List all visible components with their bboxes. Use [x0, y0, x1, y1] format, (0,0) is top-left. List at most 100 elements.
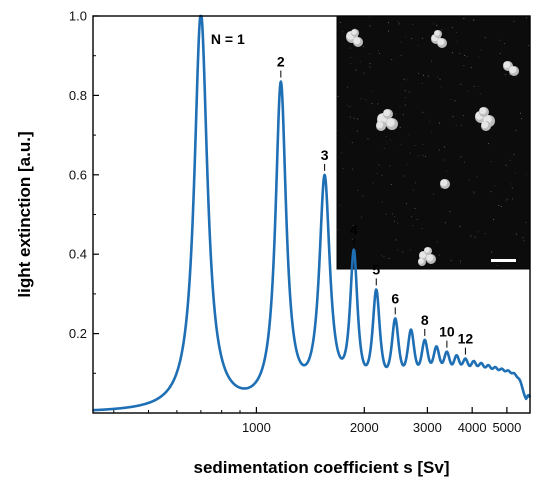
sem-noise [464, 54, 466, 56]
sem-inset [336, 15, 531, 270]
sem-noise [368, 16, 370, 18]
peak-label: 8 [421, 312, 429, 328]
sem-noise [399, 106, 401, 108]
sem-noise [353, 118, 355, 120]
sem-noise [351, 142, 353, 144]
sem-noise [377, 49, 379, 51]
sem-noise [484, 37, 486, 39]
sem-noise [436, 24, 438, 26]
sem-noise [506, 165, 508, 167]
sem-noise [463, 17, 465, 19]
sem-noise [398, 23, 400, 25]
x-tick-label: 3000 [413, 420, 442, 435]
sem-noise [444, 159, 446, 161]
sem-noise [450, 260, 452, 262]
sem-noise [388, 257, 390, 259]
sem-noise [422, 111, 424, 113]
sem-noise [385, 213, 387, 215]
sem-noise [438, 122, 440, 124]
sem-noise [341, 151, 343, 153]
sem-noise [505, 199, 507, 201]
sem-noise [404, 90, 406, 92]
sem-noise [473, 191, 475, 193]
sem-noise [394, 216, 396, 218]
sem-noise [369, 66, 371, 68]
sem-noise [349, 47, 351, 49]
sem-noise [394, 220, 396, 222]
sem-noise [362, 46, 364, 48]
sem-noise [431, 60, 433, 62]
sem-noise [352, 168, 354, 170]
sem-noise [496, 265, 498, 267]
sem-noise [436, 241, 438, 243]
sem-noise [513, 20, 515, 22]
sem-noise [388, 22, 390, 24]
sem-noise [491, 251, 493, 253]
y-tick-label: 0.8 [69, 88, 87, 103]
sem-noise [451, 52, 453, 54]
sem-noise [405, 203, 407, 205]
x-tick-label: 2000 [350, 420, 379, 435]
sem-noise [342, 31, 344, 33]
sem-noise [386, 141, 388, 143]
sem-noise [494, 185, 496, 187]
sem-noise [422, 37, 424, 39]
sem-noise [362, 195, 364, 197]
sem-noise [406, 164, 408, 166]
sem-noise [425, 155, 427, 157]
peak-label: 5 [372, 261, 380, 277]
sem-noise [479, 93, 481, 95]
sem-noise [422, 155, 424, 157]
sem-noise [395, 113, 397, 115]
sem-noise [449, 211, 451, 213]
peak-labels: N = 1 2 3 4 56 8 10 12 [211, 31, 473, 355]
sem-noise [403, 175, 405, 177]
sem-noise [412, 24, 414, 26]
sem-noise [337, 228, 339, 230]
sem-noise [383, 256, 385, 258]
sem-noise [522, 237, 524, 239]
sem-noise [525, 17, 527, 19]
sem-noise [417, 45, 419, 47]
sem-noise [403, 78, 405, 80]
sem-noise [412, 225, 414, 227]
sem-noise [372, 90, 374, 92]
sem-noise [499, 52, 501, 54]
sem-noise [399, 126, 401, 128]
sem-noise [397, 222, 399, 224]
sem-noise [525, 222, 527, 224]
sem-noise [504, 43, 506, 45]
sem-noise [371, 103, 373, 105]
sem-noise [423, 74, 425, 76]
sem-particle-highlight [434, 30, 440, 36]
sem-noise [470, 66, 472, 68]
sem-noise [380, 255, 382, 257]
sem-noise [440, 86, 442, 88]
sem-noise [470, 235, 472, 237]
sem-noise [484, 233, 486, 235]
sem-noise [381, 201, 383, 203]
sem-noise [455, 125, 457, 127]
sem-noise [383, 148, 385, 150]
sem-noise [397, 249, 399, 251]
sem-noise [480, 49, 482, 51]
sem-noise [359, 61, 361, 63]
sem-noise [472, 19, 474, 21]
sem-noise [385, 135, 387, 137]
sem-noise [464, 161, 466, 163]
sem-noise [509, 159, 511, 161]
sem-noise [492, 218, 494, 220]
sem-noise [361, 216, 363, 218]
sem-noise [431, 132, 433, 134]
sem-noise [440, 187, 442, 189]
sem-noise [478, 85, 480, 87]
sem-noise [369, 25, 371, 27]
sem-noise [441, 29, 443, 31]
sem-noise [476, 176, 478, 178]
peak-label: 6 [391, 290, 399, 306]
sem-noise [404, 104, 406, 106]
x-tick-label: 4000 [458, 420, 487, 435]
sem-noise [473, 19, 475, 21]
sem-noise [411, 216, 413, 218]
